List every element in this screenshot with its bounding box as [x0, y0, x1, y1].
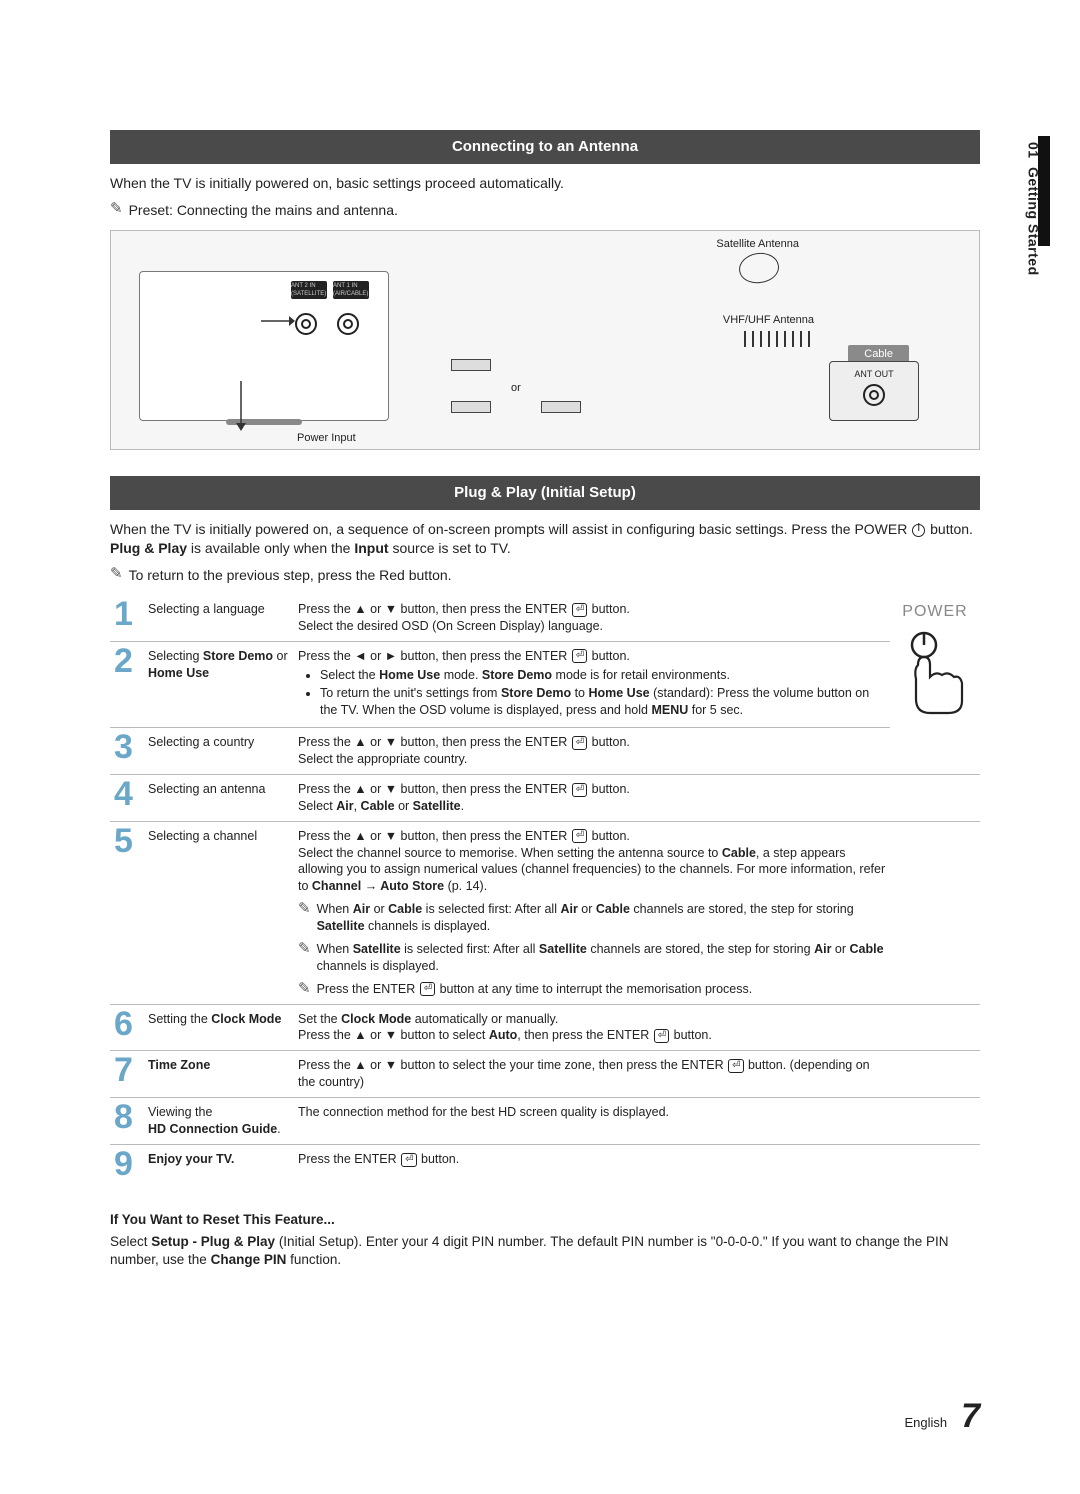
step-number: 5: [110, 821, 144, 1004]
steps-table: 1Selecting a languagePress the ▲ or ▼ bu…: [110, 595, 980, 1187]
step-description: The connection method for the best HD sc…: [294, 1098, 890, 1145]
connector-1: [451, 359, 491, 371]
step-description: Press the ▲ or ▼ button to select the yo…: [294, 1051, 890, 1098]
or-label: or: [511, 381, 521, 396]
side-title: Getting Started: [1024, 167, 1043, 276]
satellite-dish-icon: [737, 250, 781, 285]
power-illustration: POWER: [890, 595, 980, 775]
return-note-row: ✎ To return to the previous step, press …: [110, 566, 980, 585]
coax-1: [295, 313, 317, 335]
step-number: 8: [110, 1098, 144, 1145]
reset-b1: Setup - Plug & Play: [151, 1234, 275, 1249]
connector-2: [451, 401, 491, 413]
side-tab-label: 01 Getting Started: [1022, 136, 1044, 336]
section-plugplay-heading: Plug & Play (Initial Setup): [110, 476, 980, 510]
port-ant2: ANT 2 IN (SATELLITE): [291, 281, 327, 299]
page: 01 Getting Started Connecting to an Ante…: [0, 0, 1080, 1494]
side-tab: 01 Getting Started: [1022, 136, 1050, 366]
footer-lang: English: [904, 1414, 947, 1432]
step-label: Selecting Store Demo or Home Use: [144, 641, 294, 728]
step-row: 2Selecting Store Demo or Home UsePress t…: [110, 641, 980, 728]
side-chapter: 01: [1024, 142, 1043, 159]
step-number: 7: [110, 1051, 144, 1098]
step-row: 3Selecting a countryPress the ▲ or ▼ but…: [110, 728, 980, 775]
plugplay-intro: When the TV is initially powered on, a s…: [110, 520, 980, 558]
step-row: 6Setting the Clock ModeSet the Clock Mod…: [110, 1004, 980, 1051]
step-row: 7Time ZonePress the ▲ or ▼ button to sel…: [110, 1051, 980, 1098]
satellite-label: Satellite Antenna: [716, 237, 799, 252]
power-hand-icon: [896, 627, 974, 715]
vhf-label: VHF/UHF Antenna: [723, 313, 814, 328]
reset-b2: Change PIN: [211, 1252, 287, 1267]
step-label: Selecting a channel: [144, 821, 294, 1004]
step-description: Press the ENTER ⏎ button.: [294, 1144, 890, 1187]
pp-intro-d: source is set to TV.: [389, 540, 511, 556]
antenna-intro: When the TV is initially powered on, bas…: [110, 174, 980, 193]
note-icon: ✎: [110, 566, 123, 581]
step-description: Press the ▲ or ▼ button, then press the …: [294, 774, 890, 821]
step-description: Press the ◄ or ► button, then press the …: [294, 641, 890, 728]
step-description: Press the ▲ or ▼ button, then press the …: [294, 595, 890, 641]
port-ant1: ANT 1 IN (AIR/CABLE): [333, 281, 369, 299]
step-number: 9: [110, 1144, 144, 1187]
reset-a: Select: [110, 1234, 151, 1249]
power-text: POWER: [894, 601, 976, 623]
step-label: Selecting a country: [144, 728, 294, 775]
reset-body: Select Setup - Plug & Play (Initial Setu…: [110, 1233, 980, 1269]
step-label: Viewing theHD Connection Guide.: [144, 1098, 294, 1145]
step-number: 3: [110, 728, 144, 775]
step-number: 2: [110, 641, 144, 728]
step-label: Setting the Clock Mode: [144, 1004, 294, 1051]
step-description: Press the ▲ or ▼ button, then press the …: [294, 728, 890, 775]
note-icon: ✎: [110, 201, 123, 216]
step-number: 1: [110, 595, 144, 641]
reset-d: function.: [286, 1252, 341, 1267]
connector-3: [541, 401, 581, 413]
step-row: 8Viewing theHD Connection Guide.The conn…: [110, 1098, 980, 1145]
step-number: 4: [110, 774, 144, 821]
uhf-antenna-icon: [744, 331, 814, 347]
step-number: 6: [110, 1004, 144, 1051]
step-description: Set the Clock Mode automatically or manu…: [294, 1004, 890, 1051]
reset-heading: If You Want to Reset This Feature...: [110, 1211, 980, 1229]
pp-intro-bold2: Input: [354, 540, 388, 556]
step-row: 5Selecting a channelPress the ▲ or ▼ but…: [110, 821, 980, 1004]
page-footer: English 7: [904, 1394, 980, 1440]
port-ant1-text: ANT 1 IN (AIR/CABLE): [333, 282, 369, 298]
ant-out-coax: [863, 384, 885, 406]
arrow-to-power: [231, 381, 251, 431]
power-input-label: Power Input: [297, 431, 356, 446]
step-row: 9Enjoy your TV.Press the ENTER ⏎ button.: [110, 1144, 980, 1187]
step-row: 1Selecting a languagePress the ▲ or ▼ bu…: [110, 595, 980, 641]
power-icon: [912, 524, 925, 537]
coax-2: [337, 313, 359, 335]
pp-intro-c: is available only when the: [187, 540, 354, 556]
pp-intro-a: When the TV is initially powered on, a s…: [110, 521, 911, 537]
port-ant2-text: ANT 2 IN (SATELLITE): [291, 282, 327, 298]
step-row: 4Selecting an antennaPress the ▲ or ▼ bu…: [110, 774, 980, 821]
arrow-to-ports: [261, 306, 295, 336]
pp-intro-b: button.: [926, 521, 973, 537]
section-antenna-heading: Connecting to an Antenna: [110, 130, 980, 164]
return-note-text: To return to the previous step, press th…: [129, 566, 452, 585]
step-label: Selecting a language: [144, 595, 294, 641]
preset-note-row: ✎ Preset: Connecting the mains and anten…: [110, 201, 980, 220]
cable-box: ANT OUT: [829, 361, 919, 421]
step-label: Enjoy your TV.: [144, 1144, 294, 1187]
footer-page: 7: [961, 1394, 980, 1440]
antenna-diagram: Power Input ANT 2 IN (SATELLITE) ANT 1 I…: [110, 230, 980, 450]
step-description: Press the ▲ or ▼ button, then press the …: [294, 821, 890, 1004]
step-label: Time Zone: [144, 1051, 294, 1098]
pp-intro-bold1: Plug & Play: [110, 540, 187, 556]
ant-out-label: ANT OUT: [830, 368, 918, 380]
step-label: Selecting an antenna: [144, 774, 294, 821]
preset-note-text: Preset: Connecting the mains and antenna…: [129, 201, 398, 220]
